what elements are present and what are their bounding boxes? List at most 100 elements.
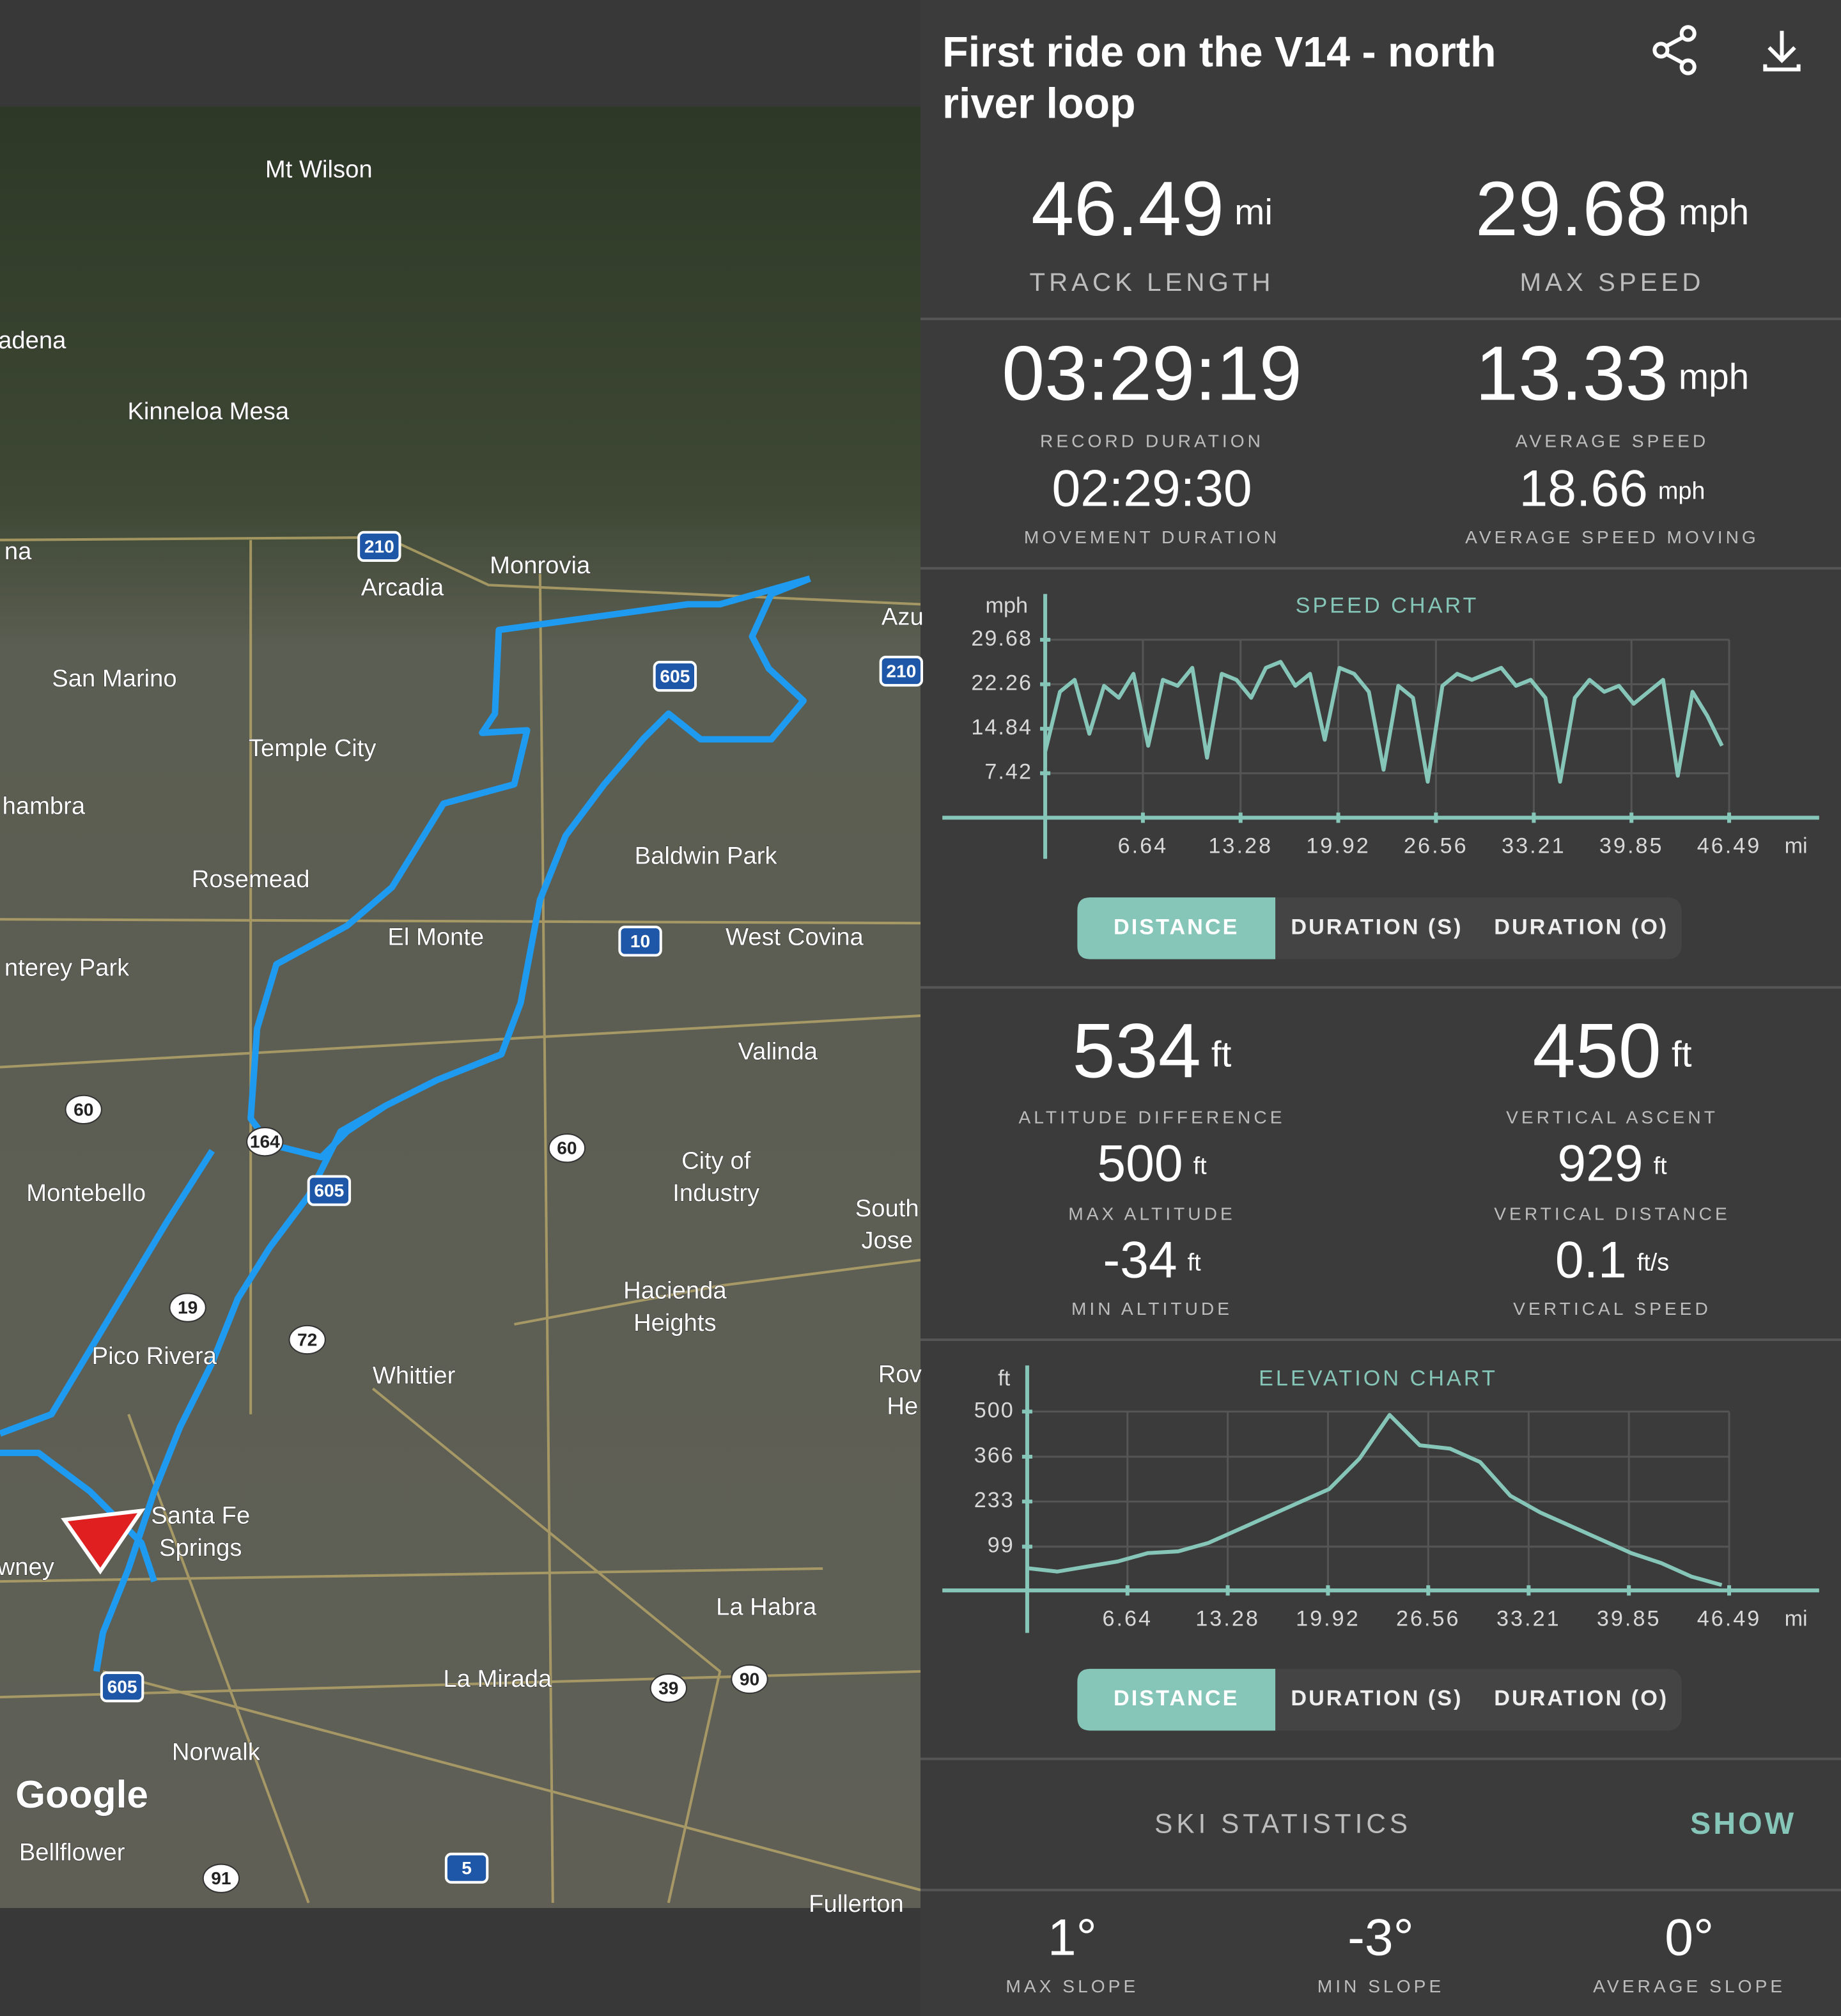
slope-label: AVERAGE SLOPE [1593,1976,1785,1996]
place-label: Temple City [249,734,377,762]
chart-title: SPEED CHART [1296,593,1479,617]
value-number: 450 [1533,1007,1661,1094]
shield-label: 91 [211,1868,231,1888]
place-label: Pico Rivera [92,1342,217,1370]
stat-label: VERTICAL DISTANCE [1494,1204,1730,1223]
show-button[interactable]: SHOW [1690,1806,1796,1841]
highway-shield [65,1094,102,1125]
place-label: West Covina [726,923,864,950]
value-unit: ft/s [1637,1249,1669,1276]
title: river loop [942,80,1135,127]
place-label: Montebello [26,1179,146,1207]
value-unit: ft [1211,1034,1232,1074]
x-tick-label: 26.56 [1396,1606,1461,1631]
toggle-option[interactable]: DURATION (S) [1291,915,1463,939]
shield-label: 90 [740,1669,759,1689]
stat-value: 02:29:30 [1052,460,1252,518]
value-number: 13.33 [1475,330,1668,416]
place-label: Rov [878,1360,922,1388]
stat-value: 929 ft [1557,1135,1667,1193]
stat-value: 29.68 mph [1475,166,1749,252]
highway-shield [618,926,662,957]
y-axis-label: mph [985,593,1028,617]
toggle-option[interactable]: DURATION (S) [1291,1686,1463,1710]
highway-shield [100,1671,144,1703]
toggle-option[interactable]: DURATION (O) [1494,1686,1668,1710]
data-line [1027,1413,1723,1587]
stat-label: MOVEMENT DURATION [1024,527,1280,547]
stat-label: MAX SPEED [1520,268,1705,297]
value-unit: mph [1679,192,1749,233]
place-label: Whittier [373,1361,456,1389]
shield-label: 10 [630,931,650,951]
x-tick-label: 19.92 [1296,1606,1360,1631]
y-tick-label: 233 [974,1488,1014,1512]
slope-label: MAX SLOPE [1006,1976,1138,1996]
place-label: Heights [633,1309,717,1337]
x-tick-label: 13.28 [1195,1606,1260,1631]
y-tick-label: 14.84 [971,715,1032,740]
value-number: 500 [1097,1135,1183,1193]
stat-label: VERTICAL ASCENT [1506,1107,1718,1127]
y-tick-label: 7.42 [984,760,1032,784]
place-label: La Habra [716,1593,817,1620]
slope-value: 0° [1665,1909,1714,1967]
shield-label: 60 [557,1138,577,1158]
toggle-option[interactable]: DISTANCE [1114,915,1239,939]
x-tick-label: 6.64 [1118,834,1169,858]
map[interactable] [0,106,921,1909]
value-unit: mph [1679,357,1749,397]
place-label: El Monte [387,923,484,950]
highway-shield [202,1863,240,1893]
chart-title: ELEVATION CHART [1259,1366,1498,1390]
stat-label: VERTICAL SPEED [1513,1299,1711,1319]
stat-label: AVERAGE SPEED MOVING [1465,527,1759,547]
value-number: 929 [1557,1135,1643,1193]
x-tick-label: 39.85 [1597,1606,1661,1631]
highway-shield [649,1673,687,1703]
value-number: 29.68 [1475,166,1668,252]
value-unit: ft [1672,1034,1692,1074]
title: First ride on the V14 - north [942,29,1496,76]
place-label: Azu [882,603,924,631]
x-tick-label: 13.28 [1208,834,1273,858]
x-axis-label: mi [1785,834,1808,858]
stat-label: ALTITUDE DIFFERENCE [1018,1107,1285,1127]
place-label: Industry [672,1179,760,1207]
share-button[interactable] [1652,25,1697,75]
place-label: na [4,538,32,565]
place-label: Fullerton [809,1890,904,1918]
place-label: Santa Fe [151,1502,250,1530]
stat-label: MAX ALTITUDE [1068,1204,1236,1223]
highway-shield [548,1133,586,1163]
x-axis-label: mi [1785,1606,1808,1631]
x-tick-label: 33.21 [1502,834,1566,858]
place-label: Monrovia [490,552,591,579]
place-label: Bellflower [19,1839,125,1866]
place-label: San Marino [52,665,176,692]
toggle-selected [1077,1668,1276,1731]
shield-label: 39 [658,1679,678,1698]
place-label: He [887,1393,918,1420]
roads [0,536,921,1904]
highway-shield [307,1175,352,1206]
value-number: 03:29:19 [1002,330,1302,416]
toggle-option[interactable]: DISTANCE [1114,1686,1239,1710]
y-tick-label: 366 [974,1443,1014,1468]
x-tick-label: 26.56 [1404,834,1468,858]
highway-shield [731,1664,768,1694]
highway-shield [288,1324,326,1355]
toggle-option[interactable]: DURATION (O) [1494,915,1668,939]
x-tick-label: 46.49 [1697,834,1762,858]
stat-value: 450 ft [1533,1007,1692,1094]
place-label: wney [0,1553,55,1581]
stat-value: 13.33 mph [1475,330,1749,416]
stat-label: AVERAGE SPEED [1516,431,1709,451]
y-tick-label: 99 [988,1533,1014,1558]
place-label: nterey Park [4,954,130,982]
stat-value: 18.66 mph [1519,460,1705,518]
place-label: South [855,1195,919,1222]
download-button[interactable] [1763,31,1801,72]
stat-value: 03:29:19 [1002,330,1302,416]
shield-label: 605 [314,1181,344,1200]
